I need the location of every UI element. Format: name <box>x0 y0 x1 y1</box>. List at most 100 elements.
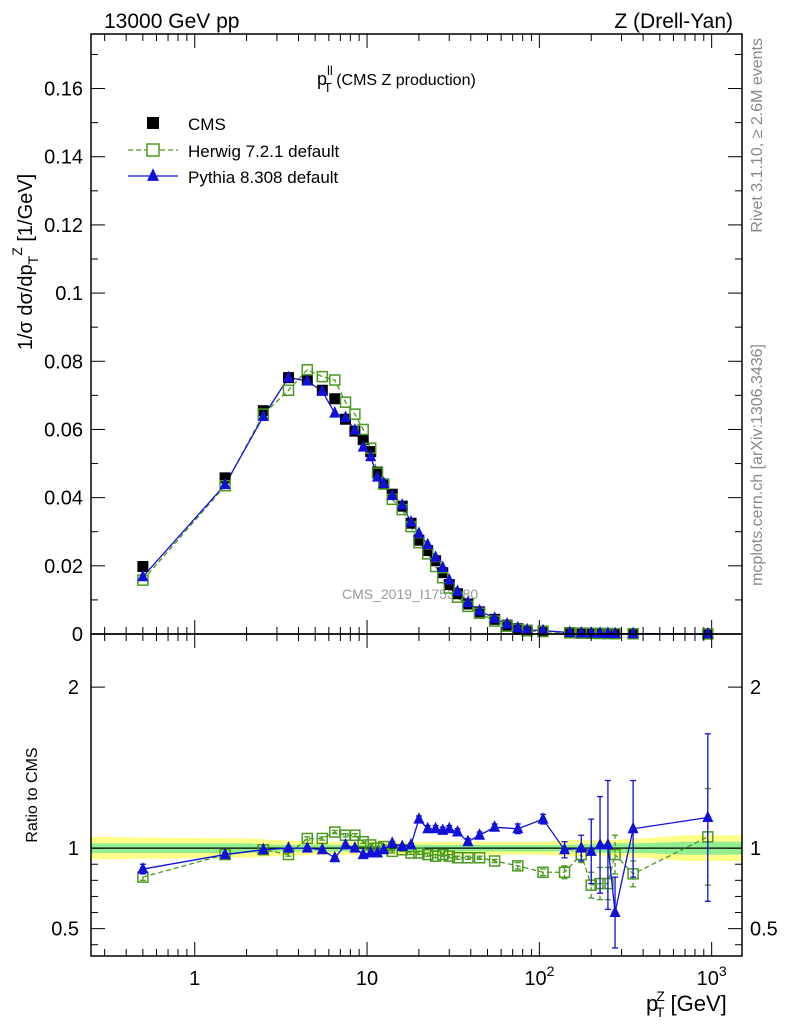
pythia-point <box>501 617 513 629</box>
pythia-ratio-point <box>489 820 501 832</box>
pythia-point <box>316 384 328 396</box>
ratio-y-tick-label: 2 <box>68 677 79 699</box>
herwig-ratio-point <box>451 852 464 864</box>
pythia-ratio-point <box>474 828 486 840</box>
pythia-point <box>372 470 384 482</box>
x-tick-label: 1 <box>189 968 200 990</box>
mcplots-label: mcplots.cern.ch [arXiv:1306.3436] <box>749 344 766 586</box>
pythia-ratio-point <box>609 905 621 918</box>
pythia-ratio-point <box>301 841 313 853</box>
pythia-ratio-point <box>372 845 384 858</box>
pythia-ratio-point <box>405 837 417 850</box>
pythia-ratio-point <box>702 810 714 823</box>
pythia-point <box>594 626 606 638</box>
pythia-point <box>537 623 549 636</box>
herwig-ratio-line <box>142 831 709 886</box>
legend: CMS Herwig 7.2.1 default Pythia 8.308 defa… <box>128 115 339 187</box>
y-tick-label: 0.04 <box>44 488 83 510</box>
pythia-ratio-point <box>282 841 294 853</box>
pythia-point <box>702 626 714 639</box>
pythia-point <box>349 423 361 435</box>
pythia-ratio-point <box>422 821 434 834</box>
pythia-ratio-point <box>329 850 341 863</box>
herwig-ratio-point <box>357 835 369 848</box>
pythia-point <box>219 477 231 490</box>
ratio-y-tick-label-right: 1 <box>750 838 761 860</box>
herwig-ratio-point <box>443 850 456 862</box>
legend-cms-label: CMS <box>188 115 226 134</box>
herwig-point <box>316 370 329 383</box>
legend-pythia-marker <box>147 168 159 181</box>
x-axis-label: pZ T [GeV] <box>646 988 727 1020</box>
pythia-point <box>386 488 398 501</box>
pythia-point <box>413 526 425 538</box>
y-tick-label: 0.02 <box>44 556 83 578</box>
pythia-ratio-point <box>430 821 442 834</box>
pythia-point <box>437 560 449 573</box>
main-panel: 00.020.040.060.080.10.120.140.16 CMS_201… <box>9 33 743 646</box>
pythia-point <box>340 410 352 423</box>
pythia-ratio-point <box>340 837 352 850</box>
pythia-ratio-point <box>257 842 269 855</box>
cms-point <box>137 561 149 572</box>
pythia-ratio-point <box>219 847 231 860</box>
pythia-point <box>489 611 501 623</box>
pythia-point <box>257 409 269 421</box>
rivet-label: Rivet 3.1.10, ≥ 2.6M events <box>749 38 766 233</box>
pythia-point <box>137 569 149 582</box>
pythia-point <box>512 620 524 633</box>
pythia-ratio-point <box>602 837 614 850</box>
y-tick-label: 0.14 <box>44 147 83 169</box>
pythia-point <box>474 603 486 616</box>
herwig-ratio-point <box>488 855 501 867</box>
pythia-point <box>462 595 474 608</box>
herwig-ratio-point <box>609 848 621 861</box>
pythia-ratio-point <box>462 834 474 847</box>
pythia-ratio-point <box>512 821 524 834</box>
ratio-frame <box>90 633 743 957</box>
pythia-ratio-point <box>443 821 455 834</box>
x-tick-label: 103 <box>697 963 727 990</box>
pythia-point <box>329 406 341 418</box>
pythia-point <box>396 498 408 510</box>
herwig-point <box>339 396 352 408</box>
pythia-ratio-point <box>537 812 549 824</box>
cms-point <box>329 393 341 405</box>
pythia-ratio-point <box>594 837 606 850</box>
y-axis-label: 1/σ dσ/dpTZ [1/GeV] <box>9 174 41 350</box>
y-tick-label: 0.06 <box>44 419 83 441</box>
ratio-y-tick-label-right: 2 <box>750 677 761 699</box>
pythia-ratio-point <box>349 841 361 853</box>
pythia-ratio-point <box>559 842 571 855</box>
pythia-ratio-point <box>627 821 639 834</box>
pythia-point <box>443 573 455 585</box>
pythia-point <box>430 550 442 562</box>
herwig-ratio-point <box>329 826 341 838</box>
x-tick-label: 10 <box>356 968 378 990</box>
cms-point <box>413 534 425 546</box>
pythia-point <box>282 370 294 383</box>
ratio-y-tick-label: 0.5 <box>51 919 79 941</box>
herwig-ratio-point <box>512 860 524 872</box>
pythia-point <box>365 449 377 462</box>
pythia-point <box>422 537 434 550</box>
y-tick-label: 0 <box>72 624 83 646</box>
legend-herwig-label: Herwig 7.2.1 default <box>188 142 339 161</box>
main-title: pll T (CMS Z production) <box>317 63 476 95</box>
herwig-ratio-point <box>386 845 398 858</box>
pythia-ratio-point <box>316 842 328 855</box>
herwig-point <box>329 374 341 386</box>
pythia-ratio-point <box>386 836 398 848</box>
pythia-ratio-point <box>137 861 149 874</box>
pythia-point <box>452 584 464 596</box>
herwig-ratio-point <box>462 852 474 864</box>
pythia-point <box>405 515 417 527</box>
legend-pythia-label: Pythia 8.308 default <box>188 168 339 187</box>
pythia-ratio-point <box>575 841 587 853</box>
herwig-ratio-point <box>473 852 486 864</box>
ratio-y-label: Ratio to CMS <box>24 747 41 842</box>
pythia-ratio-point <box>452 824 464 837</box>
x-tick-label: 102 <box>524 963 554 990</box>
herwig-point <box>282 384 295 396</box>
